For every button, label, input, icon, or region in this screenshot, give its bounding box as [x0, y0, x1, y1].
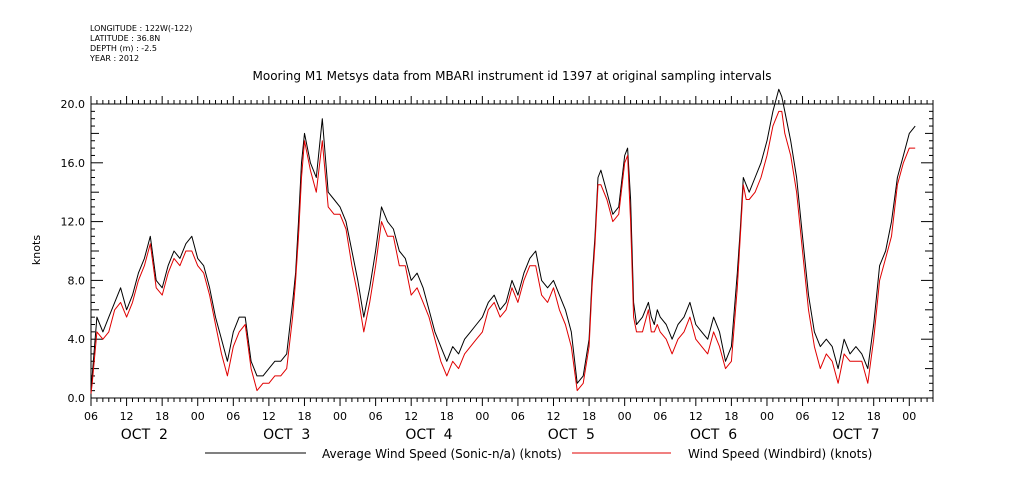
day-label: OCT 4	[405, 427, 452, 443]
x-tick-label: 18	[155, 410, 169, 423]
y-axis-ticks: 0.0 4.0 8.0 12.0 16.0 20.0	[61, 98, 933, 405]
x-tick-label: 06	[84, 410, 98, 423]
x-axis-ticks: 06 12 18 00 06 12 18 00 06 12 18 00 06 12 18 00 06 12 18 00…	[84, 96, 934, 443]
x-tick-label: 12	[547, 410, 561, 423]
x-tick-label: 06	[511, 410, 525, 423]
x-tick-label: 00	[760, 410, 774, 423]
x-tick-label: 12	[404, 410, 418, 423]
legend-label: Wind Speed (Windbird) (knots)	[688, 447, 872, 461]
plot-frame	[90, 103, 934, 399]
day-label: OCT 5	[548, 427, 595, 443]
day-label: OCT 6	[690, 427, 737, 443]
legend-label: Average Wind Speed (Sonic-n/a) (knots)	[322, 447, 562, 461]
series-line-sonic-average	[90, 88, 916, 391]
x-tick-label: 18	[582, 410, 596, 423]
depth-label: DEPTH (m) : -2.5	[90, 44, 157, 53]
chart-title: Mooring M1 Metsys data from MBARI instru…	[253, 69, 772, 83]
x-tick-label: 00	[475, 410, 489, 423]
x-tick-label: 06	[653, 410, 667, 423]
day-label: OCT 3	[263, 427, 310, 443]
year-label: YEAR : 2012	[89, 54, 139, 63]
x-tick-label: 12	[689, 410, 703, 423]
x-tick-label: 00	[191, 410, 205, 423]
x-tick-label: 12	[120, 410, 134, 423]
y-axis-label: knots	[30, 235, 43, 265]
y-tick-label: 20.0	[61, 98, 86, 111]
legend: Average Wind Speed (Sonic-n/a) (knots) Wi…	[205, 447, 872, 461]
y-tick-label: 4.0	[68, 333, 86, 346]
x-tick-label: 00	[333, 410, 347, 423]
x-tick-label: 12	[262, 410, 276, 423]
x-tick-label: 12	[831, 410, 845, 423]
x-tick-label: 06	[796, 410, 810, 423]
x-tick-label: 18	[297, 410, 311, 423]
x-tick-label: 18	[724, 410, 738, 423]
series-line-windbird	[90, 110, 916, 394]
day-label: OCT 2	[121, 427, 168, 443]
x-tick-label: 00	[618, 410, 632, 423]
metadata-block: LONGITUDE : 122W(-122) LATITUDE : 36.8N …	[89, 24, 192, 63]
y-tick-label: 8.0	[68, 274, 86, 287]
x-tick-label: 06	[226, 410, 240, 423]
longitude-label: LONGITUDE : 122W(-122)	[90, 24, 192, 33]
x-tick-label: 00	[902, 410, 916, 423]
y-tick-label: 12.0	[61, 216, 86, 229]
latitude-label: LATITUDE : 36.8N	[90, 34, 160, 43]
series-group	[90, 88, 916, 394]
y-tick-label: 16.0	[61, 157, 86, 170]
x-tick-label: 18	[867, 410, 881, 423]
x-tick-label: 18	[440, 410, 454, 423]
y-tick-label: 0.0	[68, 392, 86, 405]
x-tick-label: 06	[369, 410, 383, 423]
day-label: OCT 7	[832, 427, 879, 443]
